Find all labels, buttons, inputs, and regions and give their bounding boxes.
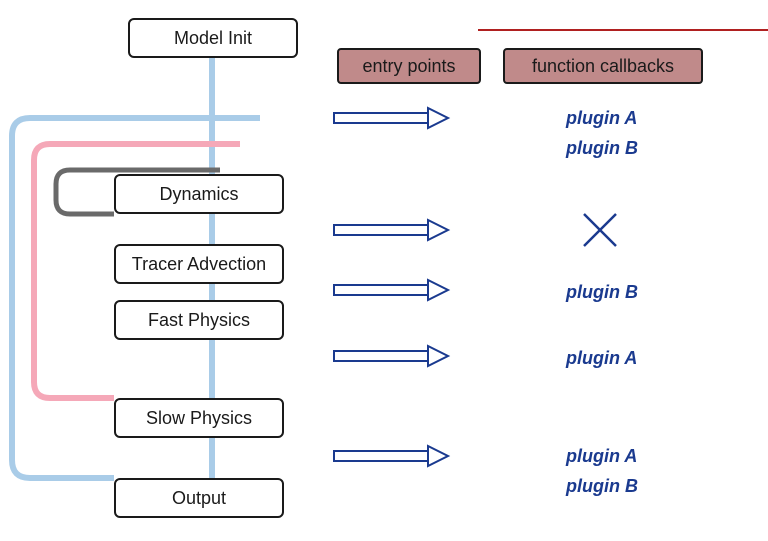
box-model-init: Model Init — [128, 18, 298, 58]
arrow-4 — [334, 346, 448, 366]
callback-label: plugin A — [566, 348, 637, 368]
callback-plugin-b-1: plugin B — [566, 138, 638, 159]
arrow-group — [334, 108, 448, 466]
header-label: function callbacks — [532, 56, 674, 77]
box-output: Output — [114, 478, 284, 518]
box-fast-physics: Fast Physics — [114, 300, 284, 340]
header-function-callbacks: function callbacks — [503, 48, 703, 84]
no-callback-cross — [584, 214, 616, 246]
arrow-2 — [334, 220, 448, 240]
box-label: Slow Physics — [146, 408, 252, 429]
box-dynamics: Dynamics — [114, 174, 284, 214]
box-label: Output — [172, 488, 226, 509]
arrow-5 — [334, 446, 448, 466]
callback-plugin-a-3: plugin A — [566, 446, 637, 467]
box-tracer-advection: Tracer Advection — [114, 244, 284, 284]
arrow-3 — [334, 280, 448, 300]
arrow-1 — [334, 108, 448, 128]
box-label: Tracer Advection — [132, 254, 266, 275]
box-slow-physics: Slow Physics — [114, 398, 284, 438]
callback-plugin-b-3: plugin B — [566, 476, 638, 497]
header-label: entry points — [362, 56, 455, 77]
header-entry-points: entry points — [337, 48, 481, 84]
callback-plugin-a-1: plugin A — [566, 108, 637, 129]
box-label: Model Init — [174, 28, 252, 49]
callback-plugin-a-2: plugin A — [566, 348, 637, 369]
callback-plugin-b-2: plugin B — [566, 282, 638, 303]
callback-label: plugin A — [566, 108, 637, 128]
callback-label: plugin A — [566, 446, 637, 466]
box-label: Dynamics — [159, 184, 238, 205]
callback-label: plugin B — [566, 282, 638, 302]
callback-label: plugin B — [566, 476, 638, 496]
box-label: Fast Physics — [148, 310, 250, 331]
callback-label: plugin B — [566, 138, 638, 158]
